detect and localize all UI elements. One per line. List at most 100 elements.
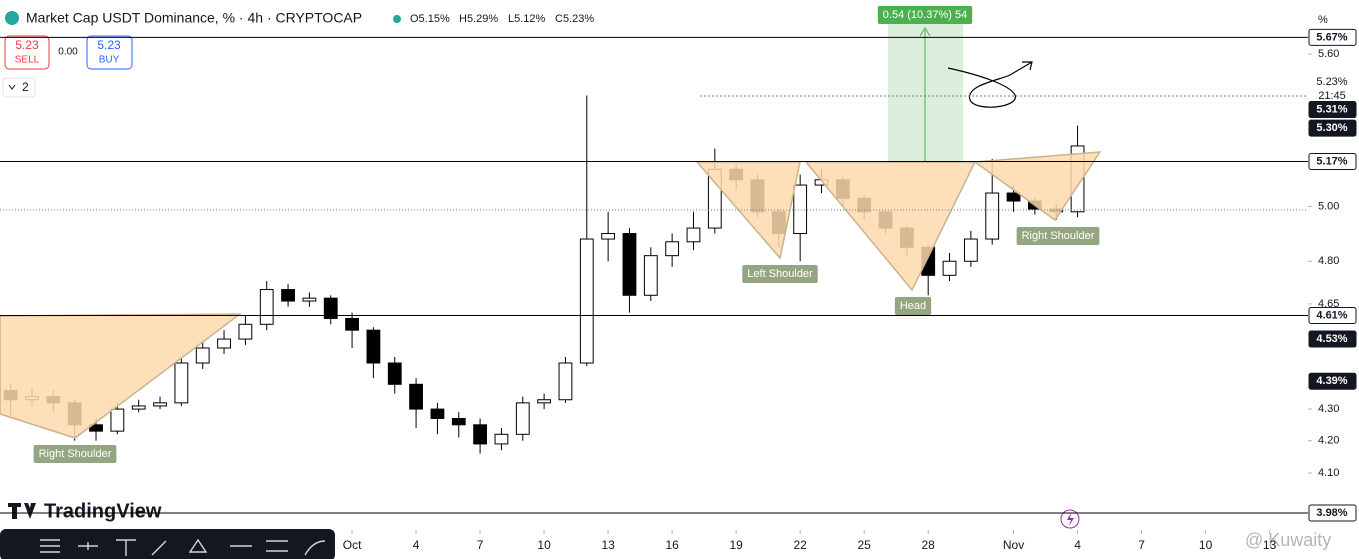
candle-body (217, 338, 231, 349)
price-badge (1308, 307, 1357, 325)
x-tick-label: Oct (343, 538, 362, 552)
buy-button[interactable] (86, 35, 133, 70)
candle-body (515, 402, 530, 435)
header: Market Cap USDT Dominance, % · 4h · CRYP… (2, 10, 1328, 98)
tool-icon[interactable] (266, 540, 288, 552)
candle-body (579, 238, 594, 364)
annotation: 0.54 (10.37%) 54 (883, 9, 967, 21)
tool-icon[interactable] (116, 539, 136, 556)
annotation-box (877, 6, 973, 24)
price-badge (1308, 101, 1357, 119)
buy-price: 5.23 (97, 38, 121, 52)
pattern-triangle (0, 313, 243, 439)
annotation-box (742, 265, 818, 283)
last-price-label: 5.23% (1316, 76, 1347, 88)
spread: 0.00 (58, 47, 78, 58)
sell-label: SELL (15, 55, 40, 66)
x-tick-label: 28 (922, 538, 936, 552)
candle-body (387, 362, 402, 385)
annotation-box (1016, 227, 1100, 245)
candle-body (1006, 192, 1021, 202)
price-badge-label: 4.39% (1316, 375, 1347, 387)
y-tick-label: 4.80 (1318, 255, 1339, 267)
sell-button[interactable] (4, 35, 50, 70)
candle-body (409, 383, 423, 410)
price-badge-label: 4.53% (1316, 333, 1347, 345)
ohlc-high: H5.29% (459, 13, 498, 25)
candle-body (153, 402, 167, 407)
candle-body (323, 297, 338, 319)
bolt (1067, 513, 1074, 526)
price-badge (1308, 372, 1357, 390)
axis-unit: % (1318, 14, 1328, 26)
candle-body (494, 433, 509, 445)
candle-body (89, 424, 103, 432)
x-tick-label: 4 (413, 538, 420, 552)
price-badge (1308, 152, 1357, 170)
x-tick-label: 25 (857, 538, 871, 552)
logo-mark (8, 503, 36, 519)
candle-body (302, 297, 317, 302)
price-badge-label: 3.98% (1316, 507, 1347, 519)
status-dot (393, 15, 401, 23)
y-tick-label: 4.30 (1318, 403, 1339, 415)
footer: TradingView @ Kuwaity (0, 500, 1331, 559)
pattern-triangle (804, 161, 977, 292)
symbol-logo (5, 11, 19, 25)
sell-price: 5.23 (15, 38, 39, 52)
ohlc-low: L5.12% (508, 13, 546, 25)
x-tick-label: 10 (1199, 538, 1213, 552)
hand-drawing (947, 61, 1033, 108)
price-badge (1308, 28, 1357, 46)
tool-icon[interactable] (151, 540, 167, 556)
price-badge-label: 5.67% (1316, 31, 1347, 43)
buy-label: BUY (99, 55, 120, 66)
candle-body (259, 289, 274, 325)
logo-text: TradingView (44, 500, 162, 522)
y-tick-label: 5.60 (1318, 48, 1339, 60)
y-tick-label: 4.65 (1318, 298, 1339, 310)
candle-body (451, 417, 466, 426)
watermark: @ Kuwaity (1245, 530, 1331, 550)
candle-body (686, 227, 701, 243)
x-tick-label: 4 (1074, 538, 1081, 552)
candle-body (110, 408, 125, 432)
symbol-title: Market Cap USDT Dominance, % · 4h · CRYP… (26, 10, 362, 26)
x-tick-label: 13 (601, 538, 615, 552)
ohlc-close: C5.23% (555, 13, 594, 25)
candle-body (195, 347, 210, 364)
tool-icon[interactable] (188, 538, 208, 553)
candle-body (131, 405, 146, 410)
x-tick-label: 7 (1138, 538, 1145, 552)
toolbar (0, 529, 335, 559)
candle-body (174, 362, 189, 404)
y-tick-label: 4.10 (1318, 467, 1339, 479)
candle-body (665, 241, 680, 257)
annotation: Left Shoulder (747, 268, 813, 280)
x-tick-label: 22 (793, 538, 807, 552)
y-tick-label: 5.00 (1318, 200, 1339, 212)
tool-icon[interactable] (304, 540, 326, 556)
candle-body (601, 233, 616, 240)
annotation-box (33, 445, 117, 463)
price-badge-label: 5.31% (1316, 103, 1347, 115)
candle-body (622, 233, 637, 296)
indicator-toggle[interactable] (2, 77, 36, 98)
price-badge (1308, 330, 1357, 348)
candle-body (793, 184, 808, 235)
tool-icon[interactable] (40, 539, 60, 553)
price-badge-label: 4.61% (1316, 309, 1347, 321)
x-tick-label: 16 (665, 538, 679, 552)
annotation: Head (900, 300, 926, 312)
indicator-count: 2 (22, 80, 29, 94)
candle-body (963, 238, 978, 262)
price-badge-label: 5.30% (1316, 122, 1347, 134)
annotation-box (894, 297, 932, 315)
price-badge (1308, 119, 1357, 137)
tool-icon[interactable] (78, 542, 98, 550)
candle-body (537, 399, 552, 404)
candle-body (985, 192, 1000, 240)
candle-body (473, 424, 487, 445)
x-tick-label: Nov (1003, 538, 1024, 552)
